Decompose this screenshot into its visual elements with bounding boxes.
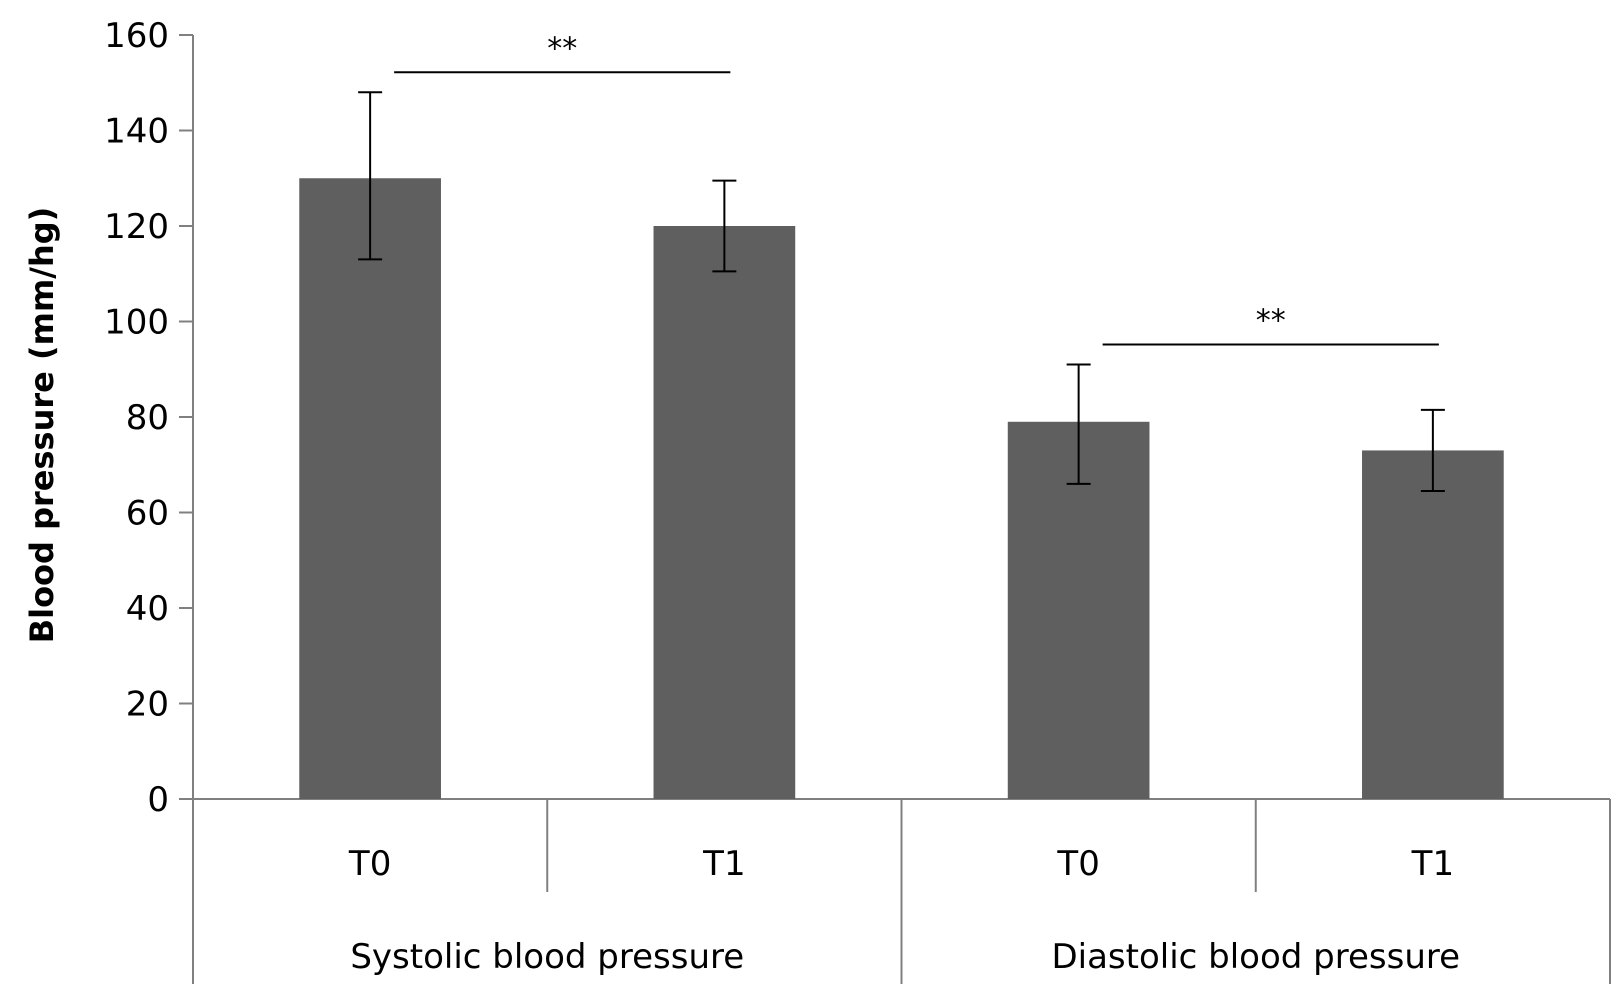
y-tick-label: 20 (126, 685, 169, 725)
significance-label: ** (547, 31, 577, 66)
category-label: T1 (702, 844, 745, 884)
y-tick-label: 120 (104, 207, 169, 247)
y-tick-label: 40 (126, 589, 169, 629)
y-axis-label: Blood pressure (mm/hg) (23, 207, 61, 644)
category-label: T0 (1056, 844, 1099, 884)
group-label: Systolic blood pressure (350, 937, 744, 977)
bars (299, 178, 1504, 799)
y-tick-label: 100 (104, 303, 169, 343)
y-tick-label: 60 (126, 494, 169, 534)
bar-systolic-t1 (653, 226, 796, 799)
y-ticks: 0 20 40 60 80 100 120 140 160 (104, 16, 193, 820)
category-label: T1 (1411, 844, 1454, 884)
y-tick-label: 80 (126, 398, 169, 438)
error-bars (358, 91, 1445, 493)
category-label: T0 (348, 844, 391, 884)
significance-label: ** (1256, 303, 1286, 338)
y-tick-label: 160 (104, 16, 169, 56)
bar-systolic-t0 (299, 178, 441, 799)
group-label: Diastolic blood pressure (1051, 937, 1460, 977)
y-tick-label: 0 (147, 780, 169, 820)
bar-diastolic-t1 (1362, 450, 1504, 799)
significance-brackets: ** ** (394, 31, 1439, 346)
category-labels: T0 T1 Systolic blood pressure T0 T1 Diastolic… (348, 844, 1460, 977)
y-tick-label: 140 (104, 112, 169, 152)
